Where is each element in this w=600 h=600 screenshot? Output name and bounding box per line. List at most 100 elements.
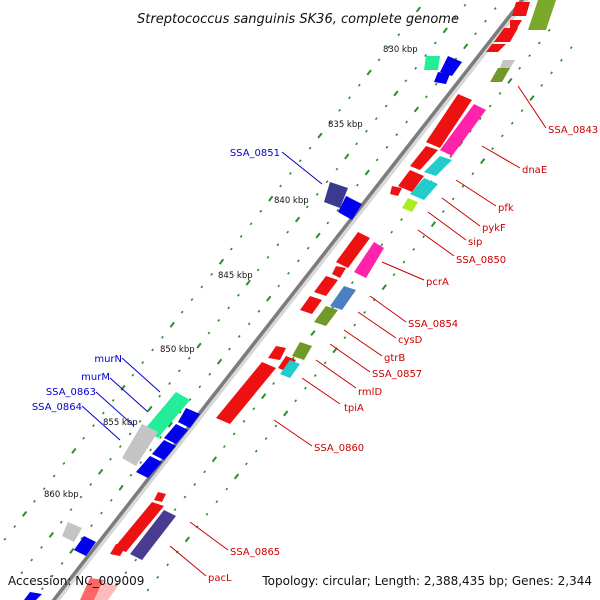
tick-label-840: 840 kbp [274, 196, 309, 206]
gene-block[interactable] [122, 424, 158, 466]
gene-block[interactable] [398, 170, 424, 192]
gene-block[interactable] [426, 94, 472, 148]
scale-tick [198, 385, 202, 389]
gene-block[interactable] [486, 44, 506, 52]
forward-gene-labels: SSA_0851 murN murM SSA_0863 SSA_0864 [32, 148, 280, 413]
gene-block[interactable] [324, 182, 348, 208]
gene-block[interactable] [338, 196, 362, 220]
scale-tick [210, 272, 214, 276]
gene-block[interactable] [178, 408, 200, 428]
scale-tick [159, 435, 162, 439]
gene-label-SSA_0860[interactable]: SSA_0860 [314, 443, 364, 454]
scale-tick [33, 499, 36, 503]
scale-tick [42, 487, 46, 491]
scale-tick [177, 369, 181, 373]
scale-tick [261, 393, 267, 400]
gene-block[interactable] [136, 456, 162, 478]
gene-block[interactable] [314, 306, 338, 326]
gene-label-tpiA[interactable]: tpiA [344, 403, 364, 414]
scale-tick [216, 358, 223, 365]
gene-block[interactable] [410, 178, 438, 200]
scale-tick [178, 410, 182, 414]
gene-block[interactable] [130, 510, 176, 560]
gene-block[interactable] [354, 242, 384, 278]
gene-block[interactable] [74, 536, 96, 556]
scale-tick [518, 66, 522, 70]
scale-tick [510, 121, 514, 125]
gene-block[interactable] [510, 20, 522, 30]
gene-block[interactable] [336, 232, 370, 268]
gene-block[interactable] [300, 296, 322, 314]
gene-label-pacL[interactable]: pacL [208, 573, 232, 584]
scale-tick [227, 306, 230, 310]
gene-label-SSA_0854[interactable]: SSA_0854 [408, 319, 458, 330]
gene-label-SSA_0863[interactable]: SSA_0863 [46, 387, 96, 398]
gene-label-SSA_0850[interactable]: SSA_0850 [456, 255, 506, 266]
gene-block[interactable] [268, 346, 286, 360]
gene-block[interactable] [114, 502, 164, 552]
gene-label-murN[interactable]: murN [94, 354, 122, 365]
gene-block[interactable] [216, 362, 276, 424]
gene-block[interactable] [280, 360, 300, 378]
gene-block[interactable] [62, 522, 82, 542]
gene-block[interactable] [390, 186, 402, 196]
gene-label-cysD[interactable]: cysD [398, 335, 423, 346]
gene-block[interactable] [330, 286, 356, 310]
gene-block[interactable] [80, 578, 104, 600]
gene-block[interactable] [24, 592, 42, 600]
scale-tick [315, 192, 319, 196]
scale-tick [233, 473, 240, 480]
scale-tick [92, 424, 95, 428]
gene-label-rmlD[interactable]: rmlD [358, 387, 382, 398]
gene-label-pcrA[interactable]: pcrA [426, 277, 449, 288]
gene-block[interactable] [94, 582, 118, 600]
scale-tick [478, 117, 482, 121]
gene-label-SSA_0864[interactable]: SSA_0864 [32, 402, 82, 413]
gene-block[interactable] [332, 266, 346, 278]
gene-block[interactable] [144, 392, 190, 438]
gene-block[interactable] [424, 156, 452, 176]
gene-block[interactable] [292, 342, 312, 360]
gene-block[interactable] [494, 28, 518, 42]
gene-block[interactable] [110, 544, 126, 556]
scale-tick [82, 436, 86, 440]
gene-block[interactable] [440, 104, 486, 156]
gene-block[interactable] [314, 276, 338, 296]
scale-tick [80, 536, 84, 540]
scale-tick [449, 155, 453, 158]
scale-tick [507, 77, 513, 84]
gene-block[interactable] [402, 198, 418, 212]
gene-label-SSA_0857[interactable]: SSA_0857 [372, 369, 422, 380]
scale-tick [304, 386, 307, 390]
scale-tick [380, 243, 384, 247]
gene-block[interactable] [512, 2, 530, 16]
gene-label-sip[interactable]: sip [468, 237, 482, 248]
scale-tick [124, 571, 128, 575]
gene-block[interactable] [278, 356, 296, 372]
gene-block[interactable] [434, 72, 450, 84]
scale-tick [217, 319, 221, 322]
gene-block[interactable] [410, 146, 438, 170]
gene-block[interactable] [499, 60, 515, 70]
gene-label-SSA_0843[interactable]: SSA_0843 [548, 125, 598, 136]
scale-tick [141, 361, 145, 364]
gene-label-SSA_0851[interactable]: SSA_0851 [230, 148, 280, 159]
gene-label-dnaE[interactable]: dnaE [522, 165, 547, 176]
gene-label-SSA_0865[interactable]: SSA_0865 [230, 547, 280, 558]
scale-tick [156, 575, 160, 579]
gene-block[interactable] [154, 492, 166, 502]
gene-block[interactable] [490, 68, 510, 82]
scale-tick [13, 525, 17, 528]
gene-label-pykF[interactable]: pykF [482, 223, 506, 234]
gene-label-pfk[interactable]: pfk [498, 203, 514, 214]
scale-tick [193, 483, 197, 486]
gene-block[interactable] [528, 0, 556, 30]
gene-block[interactable] [424, 56, 440, 70]
scale-tick [109, 457, 112, 461]
gene-block[interactable] [440, 56, 462, 76]
scale-tick [232, 432, 236, 436]
gene-label-murM[interactable]: murM [81, 372, 110, 383]
gene-label-gtrB[interactable]: gtrB [384, 353, 405, 364]
gene-block[interactable] [152, 440, 176, 460]
gene-block[interactable] [164, 424, 188, 444]
